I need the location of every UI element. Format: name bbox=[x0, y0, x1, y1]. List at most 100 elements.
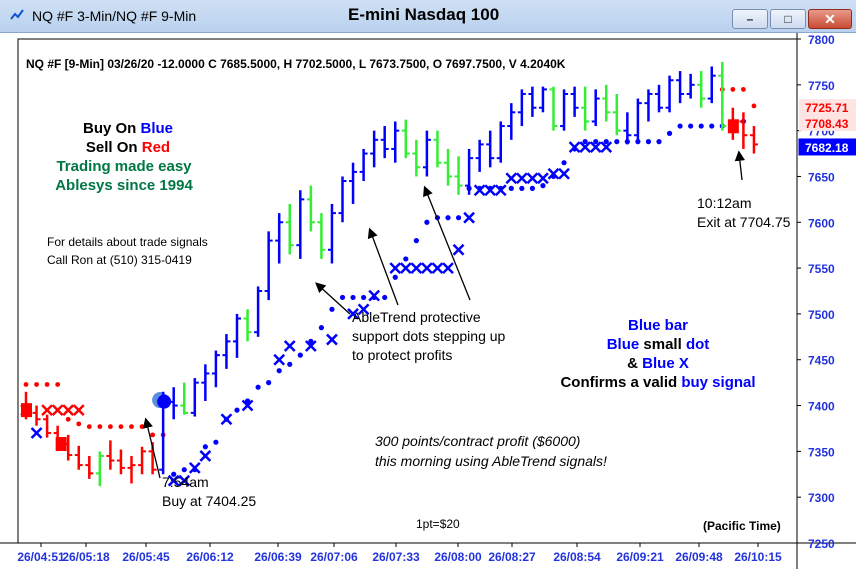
x-stroke bbox=[589, 141, 602, 154]
red-resistance-dot bbox=[97, 424, 103, 430]
blue-x-marker bbox=[452, 243, 465, 256]
blue-x-marker bbox=[463, 211, 475, 224]
last-price-label: 7682.18 bbox=[805, 141, 849, 155]
x-tick-label: 26/10:15 bbox=[734, 550, 782, 564]
blue-x-marker bbox=[347, 308, 359, 320]
x-tick-label: 26/06:12 bbox=[186, 550, 234, 564]
x-stroke bbox=[431, 262, 444, 274]
blue-x-marker bbox=[442, 262, 454, 274]
blue-x-marker bbox=[326, 333, 338, 346]
annotation-arrows bbox=[142, 150, 746, 479]
blue-x-marker bbox=[368, 289, 381, 302]
legend-since: Ablesys since 1994 bbox=[55, 177, 193, 194]
y-tick-label: 7250 bbox=[808, 537, 835, 551]
legend-sell-word: Red bbox=[142, 139, 170, 156]
chart-header: NQ #F [9-Min] 03/26/20 -12.0000 C 7685.5… bbox=[26, 57, 566, 71]
blue-support-dot bbox=[318, 325, 324, 331]
blue-x-marker bbox=[273, 353, 286, 366]
blue-x-marker bbox=[494, 184, 507, 197]
red-x-marker bbox=[62, 404, 75, 417]
y-tick-label: 7550 bbox=[808, 262, 835, 276]
legend-sell-line: Sell On Red bbox=[86, 139, 170, 156]
maximize-icon: □ bbox=[784, 12, 792, 26]
exit-price-label: Exit at 7704.75 bbox=[697, 214, 791, 230]
close-button[interactable]: ✕ bbox=[808, 9, 852, 29]
blue-support-dot bbox=[424, 219, 430, 225]
blue-support-dot bbox=[582, 139, 588, 145]
blue-x-marker bbox=[515, 172, 528, 185]
last-price-badge bbox=[799, 99, 856, 116]
price-chart[interactable]: 7250730073507400745075007550760076507700… bbox=[0, 33, 856, 569]
red-resistance-dot bbox=[55, 382, 61, 387]
axis-layer: 7250730073507400745075007550760076507700… bbox=[17, 33, 856, 564]
buy-price-label: Buy at 7404.25 bbox=[162, 493, 256, 509]
blue-support-dot bbox=[709, 123, 715, 129]
x-stroke bbox=[220, 413, 233, 426]
blue-support-dot bbox=[202, 444, 208, 450]
blue-x-marker bbox=[505, 172, 518, 185]
y-tick-label: 7650 bbox=[808, 170, 835, 184]
blue-support-dot bbox=[519, 185, 525, 191]
blue-x-marker bbox=[431, 262, 444, 274]
confirm-x-line: & Blue X bbox=[627, 355, 689, 372]
blue-support-dot bbox=[508, 185, 514, 191]
x-stroke bbox=[72, 404, 85, 417]
x-stroke bbox=[410, 262, 423, 274]
support-note-line1: AbleTrend protective bbox=[352, 309, 481, 325]
x-stroke bbox=[515, 172, 528, 185]
red-resistance-dot bbox=[139, 424, 145, 430]
blue-support-dot bbox=[445, 215, 451, 221]
blue-support-dot bbox=[244, 398, 251, 404]
blue-x-marker bbox=[547, 167, 560, 180]
maximize-button[interactable]: □ bbox=[770, 9, 806, 29]
x-stroke bbox=[389, 262, 402, 274]
x-stroke bbox=[41, 404, 53, 417]
blue-x-marker bbox=[558, 167, 570, 180]
confirm-valid-a: Confirms a valid bbox=[560, 374, 677, 391]
last-price-label: 7708.43 bbox=[805, 117, 849, 131]
blue-x-marker bbox=[389, 262, 402, 274]
red-resistance-dot bbox=[118, 424, 124, 430]
x-stroke bbox=[505, 172, 518, 185]
x-stroke bbox=[473, 184, 486, 197]
timezone-label: (Pacific Time) bbox=[703, 519, 781, 533]
blue-x-marker bbox=[484, 184, 497, 197]
confirm-valid-b: buy signal bbox=[681, 374, 755, 391]
confirm-dot-blue: Blue bbox=[607, 336, 640, 353]
minimize-button[interactable]: – bbox=[732, 9, 768, 29]
annotation-arrow bbox=[734, 150, 746, 181]
blue-support-dot bbox=[297, 352, 303, 358]
red-x-marker bbox=[72, 404, 85, 417]
legend-buy-line: Buy On Blue bbox=[83, 120, 173, 137]
x-stroke bbox=[283, 340, 296, 352]
confirm-valid-line: Confirms a valid buy signal bbox=[560, 374, 755, 391]
x-tick-label: 26/04:51 bbox=[17, 550, 65, 564]
y-tick-label: 7500 bbox=[808, 308, 835, 322]
y-tick-label: 7450 bbox=[808, 354, 835, 368]
blue-x-marker bbox=[220, 413, 233, 426]
blue-x-marker bbox=[283, 340, 296, 352]
blue-support-dot bbox=[666, 130, 673, 136]
red-resistance-dot bbox=[150, 432, 156, 438]
x-tick-label: 26/09:48 bbox=[675, 550, 723, 564]
annotation-arrow bbox=[367, 227, 399, 306]
details-line1: For details about trade signals bbox=[47, 235, 208, 249]
support-note-line2: support dots stepping up bbox=[352, 328, 506, 344]
x-stroke bbox=[357, 303, 370, 316]
x-tick-label: 26/09:21 bbox=[616, 550, 664, 564]
y-tick-label: 7600 bbox=[808, 216, 835, 230]
x-tick-label: 26/06:39 bbox=[254, 550, 302, 564]
x-tick-label: 26/07:06 bbox=[310, 550, 358, 564]
x-stroke bbox=[568, 141, 581, 154]
x-stroke bbox=[199, 450, 212, 462]
y-tick-label: 7300 bbox=[808, 491, 835, 505]
red-resistance-dot bbox=[129, 424, 134, 430]
red-resistance-dot bbox=[34, 382, 39, 387]
window-title: NQ #F 3-Min/NQ #F 9-Min bbox=[32, 8, 197, 24]
red-x-marker bbox=[51, 404, 64, 417]
blue-x-marker bbox=[241, 399, 254, 412]
blue-x-marker bbox=[178, 474, 191, 487]
blue-support-dot bbox=[213, 439, 219, 445]
annotation-arrow bbox=[315, 282, 351, 315]
blue-x-marker bbox=[410, 262, 423, 274]
